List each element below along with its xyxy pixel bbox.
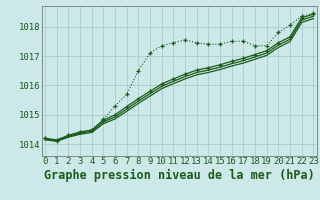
X-axis label: Graphe pression niveau de la mer (hPa): Graphe pression niveau de la mer (hPa) (44, 169, 315, 182)
